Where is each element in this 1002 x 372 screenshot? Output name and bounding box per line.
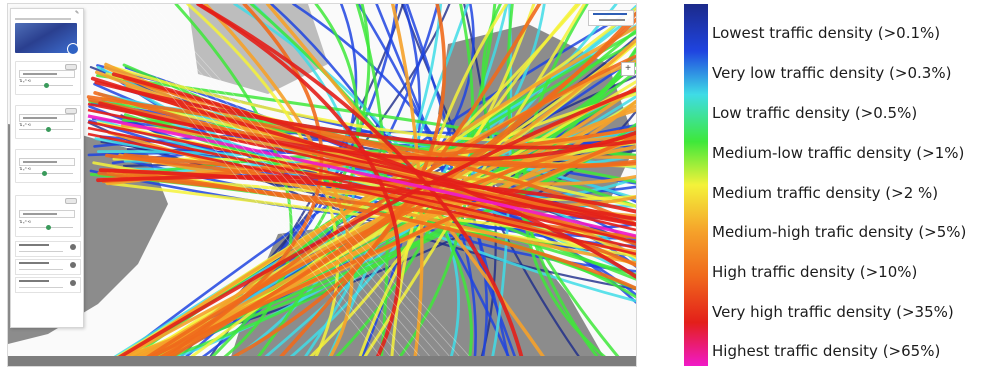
legend-color-ramp xyxy=(684,4,708,366)
zoom-in-button[interactable]: + xyxy=(621,62,635,76)
route-highlight xyxy=(145,4,469,366)
layer-row-slider[interactable] xyxy=(19,269,63,270)
map-bottom-bar xyxy=(8,356,636,366)
main-corridor-route xyxy=(87,102,636,226)
layer-row-3[interactable] xyxy=(15,277,81,293)
layer-filter-field[interactable] xyxy=(19,210,75,218)
legend-label-medium-low: Medium-low traffic density (>1%) xyxy=(712,144,965,162)
basemap-thumbnail[interactable] xyxy=(15,23,77,53)
map-canvas[interactable] xyxy=(8,4,636,366)
legend-label-medium-high: Medium-high trafic density (>5%) xyxy=(712,223,967,241)
route-highlight xyxy=(115,4,419,366)
legend-label-medium: Medium traffic density (>2 %) xyxy=(712,184,939,202)
layer-tool-icons[interactable]: ⇅⤢⟲ xyxy=(19,78,32,83)
layer-badge-icon[interactable] xyxy=(65,108,77,114)
opacity-slider-knob[interactable] xyxy=(46,127,51,132)
legend-label-lowest: Lowest traffic density (>0.1%) xyxy=(712,24,941,42)
route-layer xyxy=(86,4,636,366)
flight-route xyxy=(105,153,636,267)
main-corridor-route xyxy=(87,114,636,238)
flight-route xyxy=(98,168,636,227)
route-highlight xyxy=(109,4,409,366)
legend-label-very-high: Very high traffic density (>35%) xyxy=(712,303,954,321)
opacity-slider-knob[interactable] xyxy=(44,83,49,88)
layer-row-label-line xyxy=(19,262,49,264)
layer-card-3[interactable]: ⇅⤢⟲ xyxy=(15,149,81,183)
route-highlight xyxy=(103,4,399,366)
badge-subtitle-line xyxy=(599,19,625,21)
route-highlight xyxy=(97,4,389,366)
layer-filter-field[interactable] xyxy=(19,114,75,122)
layer-badge-icon[interactable] xyxy=(65,198,77,204)
route-highlight xyxy=(121,4,429,366)
layer-row-slider[interactable] xyxy=(19,251,63,252)
layer-visibility-toggle[interactable] xyxy=(70,280,76,286)
main-corridor-route xyxy=(87,126,636,250)
legend-label-low: Low traffic density (>0.5%) xyxy=(712,104,918,122)
layer-filter-field[interactable] xyxy=(19,158,75,166)
traffic-density-legend: Lowest traffic density (>0.1%) Very low … xyxy=(656,0,1002,372)
route-highlight xyxy=(151,4,479,366)
flight-route xyxy=(94,80,636,150)
flight-route xyxy=(103,87,636,366)
layer-visibility-toggle[interactable] xyxy=(70,262,76,268)
layer-tool-icons[interactable]: ⇅⤢⟲ xyxy=(19,219,32,224)
badge-title-line xyxy=(593,13,627,15)
layer-row-2[interactable] xyxy=(15,259,81,275)
panel-subtitle-line xyxy=(15,18,71,20)
map-title-badge xyxy=(588,10,634,26)
layer-tool-icons[interactable]: ⇅⤢⟲ xyxy=(19,122,32,127)
layer-row-label-line xyxy=(19,244,49,246)
legend-label-high: High traffic density (>10%) xyxy=(712,263,918,281)
main-corridor-route xyxy=(87,108,636,232)
layer-tool-icons[interactable]: ⇅⤢⟲ xyxy=(19,166,32,171)
route-highlight xyxy=(133,4,449,366)
route-highlight xyxy=(139,4,459,366)
layer-card-4[interactable]: ⇅⤢⟲ xyxy=(15,195,81,237)
edit-pencil-icon[interactable]: ✎ xyxy=(75,10,80,16)
layer-visibility-toggle[interactable] xyxy=(70,244,76,250)
layer-filter-field[interactable] xyxy=(19,70,75,78)
basemap-toggle-button[interactable] xyxy=(67,43,79,55)
layer-side-panel: ✎ ⇅⤢⟲ ⇅⤢⟲ ⇅⤢⟲ ⇅⤢⟲ xyxy=(10,8,84,328)
flight-route xyxy=(90,76,636,221)
flight-route xyxy=(97,171,636,240)
main-corridor-route xyxy=(87,120,636,244)
flight-route xyxy=(174,4,293,366)
main-corridor-route xyxy=(87,132,636,256)
layer-card-2[interactable]: ⇅⤢⟲ xyxy=(15,105,81,139)
layer-row-slider[interactable] xyxy=(19,287,63,288)
opacity-slider-knob[interactable] xyxy=(42,171,47,176)
route-highlight xyxy=(127,4,439,366)
legend-label-very-low: Very low traffic density (>0.3%) xyxy=(712,64,952,82)
layer-row-1[interactable] xyxy=(15,241,81,257)
opacity-slider-knob[interactable] xyxy=(46,225,51,230)
layer-card-1[interactable]: ⇅⤢⟲ xyxy=(15,61,81,95)
traffic-density-map[interactable]: ✎ ⇅⤢⟲ ⇅⤢⟲ ⇅⤢⟲ ⇅⤢⟲ xyxy=(8,4,636,366)
layer-row-label-line xyxy=(19,280,49,282)
layer-badge-icon[interactable] xyxy=(65,64,77,70)
legend-label-highest: Highest traffic density (>65%) xyxy=(712,342,941,360)
flight-route xyxy=(215,4,447,366)
